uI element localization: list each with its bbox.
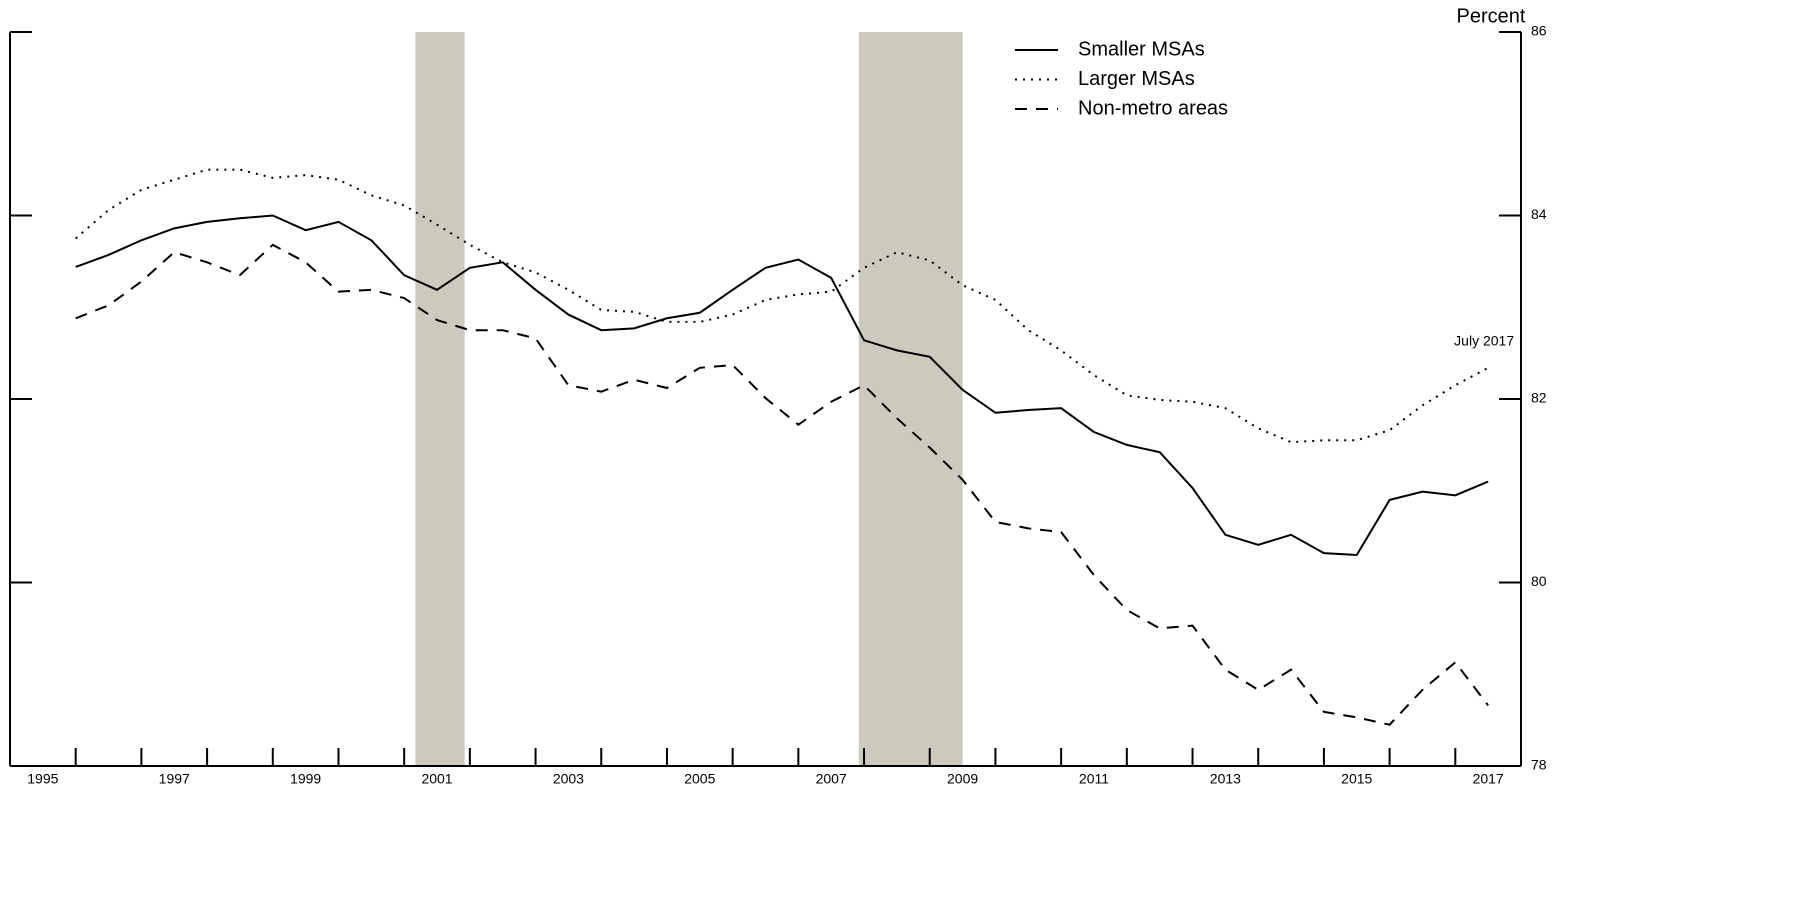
x-tick-label: 2007 <box>816 771 847 787</box>
legend-label: Larger MSAs <box>1078 68 1195 90</box>
y-axis-label: Percent <box>1457 5 1526 27</box>
x-tick-label: 2003 <box>553 771 584 787</box>
series-line <box>75 243 1489 726</box>
y-tick-label: 78 <box>1531 757 1547 773</box>
y-tick-label: 80 <box>1531 573 1547 589</box>
series-line <box>75 168 1489 444</box>
x-tick-label: 2001 <box>421 771 452 787</box>
x-tick-label: 1999 <box>290 771 321 787</box>
recession-band <box>415 32 465 766</box>
x-tick-label: 2005 <box>684 771 715 787</box>
annotation: July 2017 <box>1454 333 1514 349</box>
x-tick-label: 1995 <box>27 771 58 787</box>
x-tick-label: 2017 <box>1473 771 1504 787</box>
legend-label: Smaller MSAs <box>1078 38 1205 60</box>
y-tick-label: 86 <box>1531 23 1547 39</box>
x-tick-label: 2009 <box>947 771 978 787</box>
series-line <box>75 214 1489 557</box>
x-tick-label: 2015 <box>1341 771 1372 787</box>
x-tick-label: 1997 <box>159 771 190 787</box>
x-tick-label: 2011 <box>1079 771 1109 787</box>
y-tick-label: 82 <box>1531 390 1547 406</box>
recession-band <box>858 32 963 766</box>
x-tick-label: 2013 <box>1210 771 1241 787</box>
y-tick-label: 84 <box>1531 206 1547 222</box>
legend-label: Non-metro areas <box>1078 97 1228 119</box>
